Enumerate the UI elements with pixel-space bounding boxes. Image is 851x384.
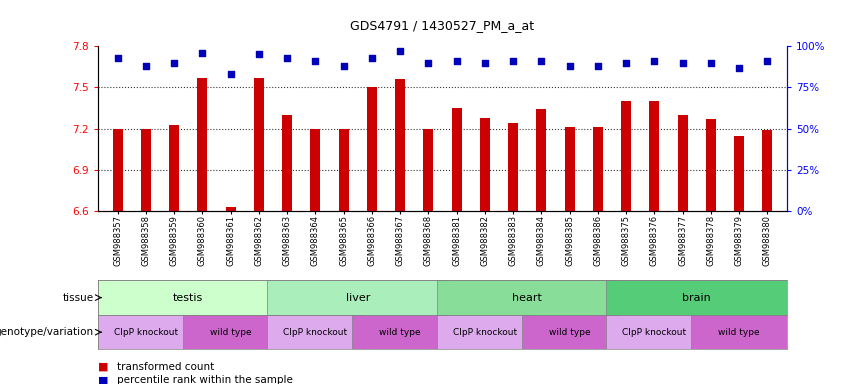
Point	[421, 60, 435, 66]
Text: ClpP knockout: ClpP knockout	[453, 328, 517, 337]
Point	[733, 65, 746, 71]
Bar	[254, 78, 264, 211]
Point	[591, 63, 605, 69]
Bar	[522, 315, 618, 349]
Bar	[706, 119, 716, 211]
Bar	[508, 123, 518, 211]
Bar	[283, 115, 292, 211]
Bar	[565, 127, 574, 211]
Text: heart: heart	[512, 293, 542, 303]
Bar	[437, 280, 618, 315]
Bar	[762, 130, 773, 211]
Bar	[607, 280, 787, 315]
Text: ■: ■	[98, 362, 108, 372]
Text: wild type: wild type	[718, 328, 760, 337]
Point	[337, 63, 351, 69]
Bar	[98, 315, 194, 349]
Point	[139, 63, 152, 69]
Bar	[141, 129, 151, 211]
Point	[365, 55, 379, 61]
Text: ■: ■	[98, 375, 108, 384]
Text: wild type: wild type	[549, 328, 591, 337]
Text: liver: liver	[346, 293, 370, 303]
Bar	[267, 280, 448, 315]
Text: ClpP knockout: ClpP knockout	[622, 328, 687, 337]
Point	[648, 58, 661, 64]
Bar	[424, 129, 433, 211]
Bar	[226, 207, 236, 211]
Point	[224, 71, 237, 77]
Text: genotype/variation: genotype/variation	[0, 327, 94, 337]
Bar	[395, 79, 405, 211]
Point	[478, 60, 492, 66]
Bar	[734, 136, 744, 211]
Point	[450, 58, 464, 64]
Bar	[98, 280, 278, 315]
Bar	[169, 124, 179, 211]
Bar	[352, 315, 448, 349]
Bar	[452, 108, 461, 211]
Bar	[437, 315, 533, 349]
Point	[676, 60, 689, 66]
Bar	[367, 87, 377, 211]
Text: tissue: tissue	[62, 293, 94, 303]
Point	[704, 60, 717, 66]
Point	[252, 51, 266, 58]
Point	[280, 55, 294, 61]
Point	[563, 63, 576, 69]
Text: testis: testis	[173, 293, 203, 303]
Text: ClpP knockout: ClpP knockout	[114, 328, 178, 337]
Bar	[197, 78, 208, 211]
Bar	[112, 129, 123, 211]
Text: wild type: wild type	[210, 328, 251, 337]
Point	[761, 58, 774, 64]
Bar	[339, 129, 349, 211]
Bar	[593, 127, 603, 211]
Text: percentile rank within the sample: percentile rank within the sample	[117, 375, 293, 384]
Point	[393, 48, 407, 54]
Point	[534, 58, 548, 64]
Bar	[311, 129, 320, 211]
Bar	[607, 315, 702, 349]
Bar	[691, 315, 787, 349]
Bar	[480, 118, 490, 211]
Bar	[621, 101, 631, 211]
Point	[196, 50, 209, 56]
Bar	[677, 115, 688, 211]
Point	[620, 60, 633, 66]
Bar	[183, 315, 278, 349]
Text: GDS4791 / 1430527_PM_a_at: GDS4791 / 1430527_PM_a_at	[351, 19, 534, 32]
Bar	[649, 101, 660, 211]
Text: wild type: wild type	[380, 328, 421, 337]
Point	[309, 58, 323, 64]
Bar	[536, 109, 546, 211]
Point	[111, 55, 124, 61]
Text: brain: brain	[683, 293, 711, 303]
Point	[506, 58, 520, 64]
Text: transformed count: transformed count	[117, 362, 214, 372]
Text: ClpP knockout: ClpP knockout	[283, 328, 347, 337]
Bar	[267, 315, 363, 349]
Point	[168, 60, 181, 66]
